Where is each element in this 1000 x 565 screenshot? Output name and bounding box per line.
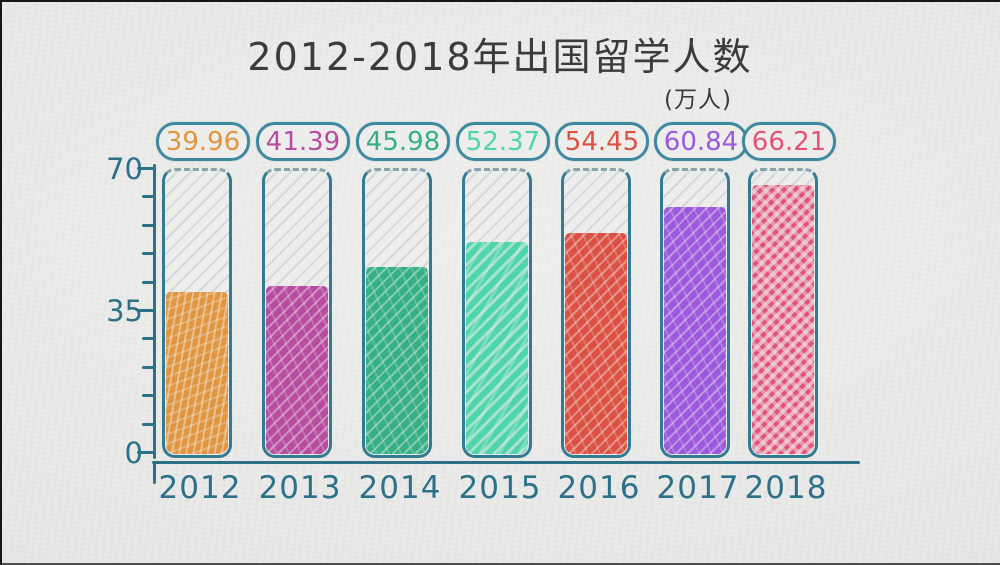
- y-axis-minor-tick: [142, 195, 155, 198]
- y-tick-label-70: 70: [106, 152, 143, 186]
- bar-track: [162, 168, 232, 458]
- value-badge: 54.45: [555, 122, 649, 161]
- value-label: 52.37: [465, 126, 541, 157]
- bar-fill: [366, 267, 428, 454]
- x-tick-label: 2017: [656, 470, 740, 506]
- bar-group-2014: 45.98 2014: [350, 120, 450, 520]
- bar-fill: [166, 292, 228, 454]
- bar-group-2018: 66.21 2018: [736, 120, 836, 520]
- y-axis-minor-tick: [142, 224, 155, 227]
- bar-group-2015: 52.37 2015: [450, 120, 550, 520]
- value-label: 45.98: [365, 126, 441, 157]
- y-axis-minor-tick: [142, 394, 155, 397]
- x-tick-label: 2013: [258, 470, 342, 506]
- y-axis-major-tick: [137, 309, 155, 312]
- x-axis-corner-stub: [153, 461, 156, 484]
- bar-fill: [664, 207, 726, 454]
- y-axis-minor-tick: [142, 366, 155, 369]
- x-tick-label: 2012: [158, 470, 242, 506]
- y-axis-minor-tick: [142, 337, 155, 340]
- y-axis-major-tick: [137, 451, 155, 454]
- frame-edge-bottom: [0, 563, 1000, 565]
- bar-group-2012: 39.96 2012: [150, 120, 250, 520]
- bar-track: [462, 168, 532, 458]
- value-badge: 41.39: [256, 122, 350, 161]
- value-badge: 60.84: [654, 122, 748, 161]
- bar-track: [362, 168, 432, 458]
- value-badge: 45.98: [356, 122, 450, 161]
- x-tick-label: 2018: [744, 470, 828, 506]
- bar-fill: [565, 233, 627, 454]
- frame-edge-left: [0, 0, 2, 565]
- y-axis-minor-tick: [142, 252, 155, 255]
- y-tick-label-0: 0: [124, 436, 143, 470]
- value-label: 41.39: [265, 126, 341, 157]
- y-tick-label-35: 35: [106, 294, 143, 328]
- bar-fill: [266, 286, 328, 454]
- unit-label: (万人): [664, 87, 732, 113]
- bar-fill: [752, 185, 814, 454]
- chart-title: 2012-2018年出国留学人数: [247, 35, 753, 79]
- x-axis: [152, 461, 860, 464]
- value-label: 60.84: [663, 126, 739, 157]
- frame-edge-top: [0, 0, 1000, 2]
- bar-fill: [466, 242, 528, 454]
- y-axis-major-tick: [137, 167, 155, 170]
- y-axis-minor-tick: [142, 423, 155, 426]
- value-label: 54.45: [564, 126, 640, 157]
- value-badge: 39.96: [156, 122, 250, 161]
- bar-track: [748, 168, 818, 458]
- bar-track: [660, 168, 730, 458]
- bar-group-2017: 60.84 2017: [648, 120, 748, 520]
- x-tick-label: 2015: [458, 470, 542, 506]
- x-tick-label: 2014: [358, 470, 442, 506]
- bar-track: [561, 168, 631, 458]
- value-label: 66.21: [751, 126, 827, 157]
- value-badge: 66.21: [742, 122, 836, 161]
- y-axis-minor-tick: [142, 281, 155, 284]
- bar-track: [262, 168, 332, 458]
- bar-group-2013: 41.39 2013: [250, 120, 350, 520]
- bar-group-2016: 54.45 2016: [549, 120, 649, 520]
- x-tick-label: 2016: [557, 470, 641, 506]
- value-label: 39.96: [165, 126, 241, 157]
- value-badge: 52.37: [456, 122, 550, 161]
